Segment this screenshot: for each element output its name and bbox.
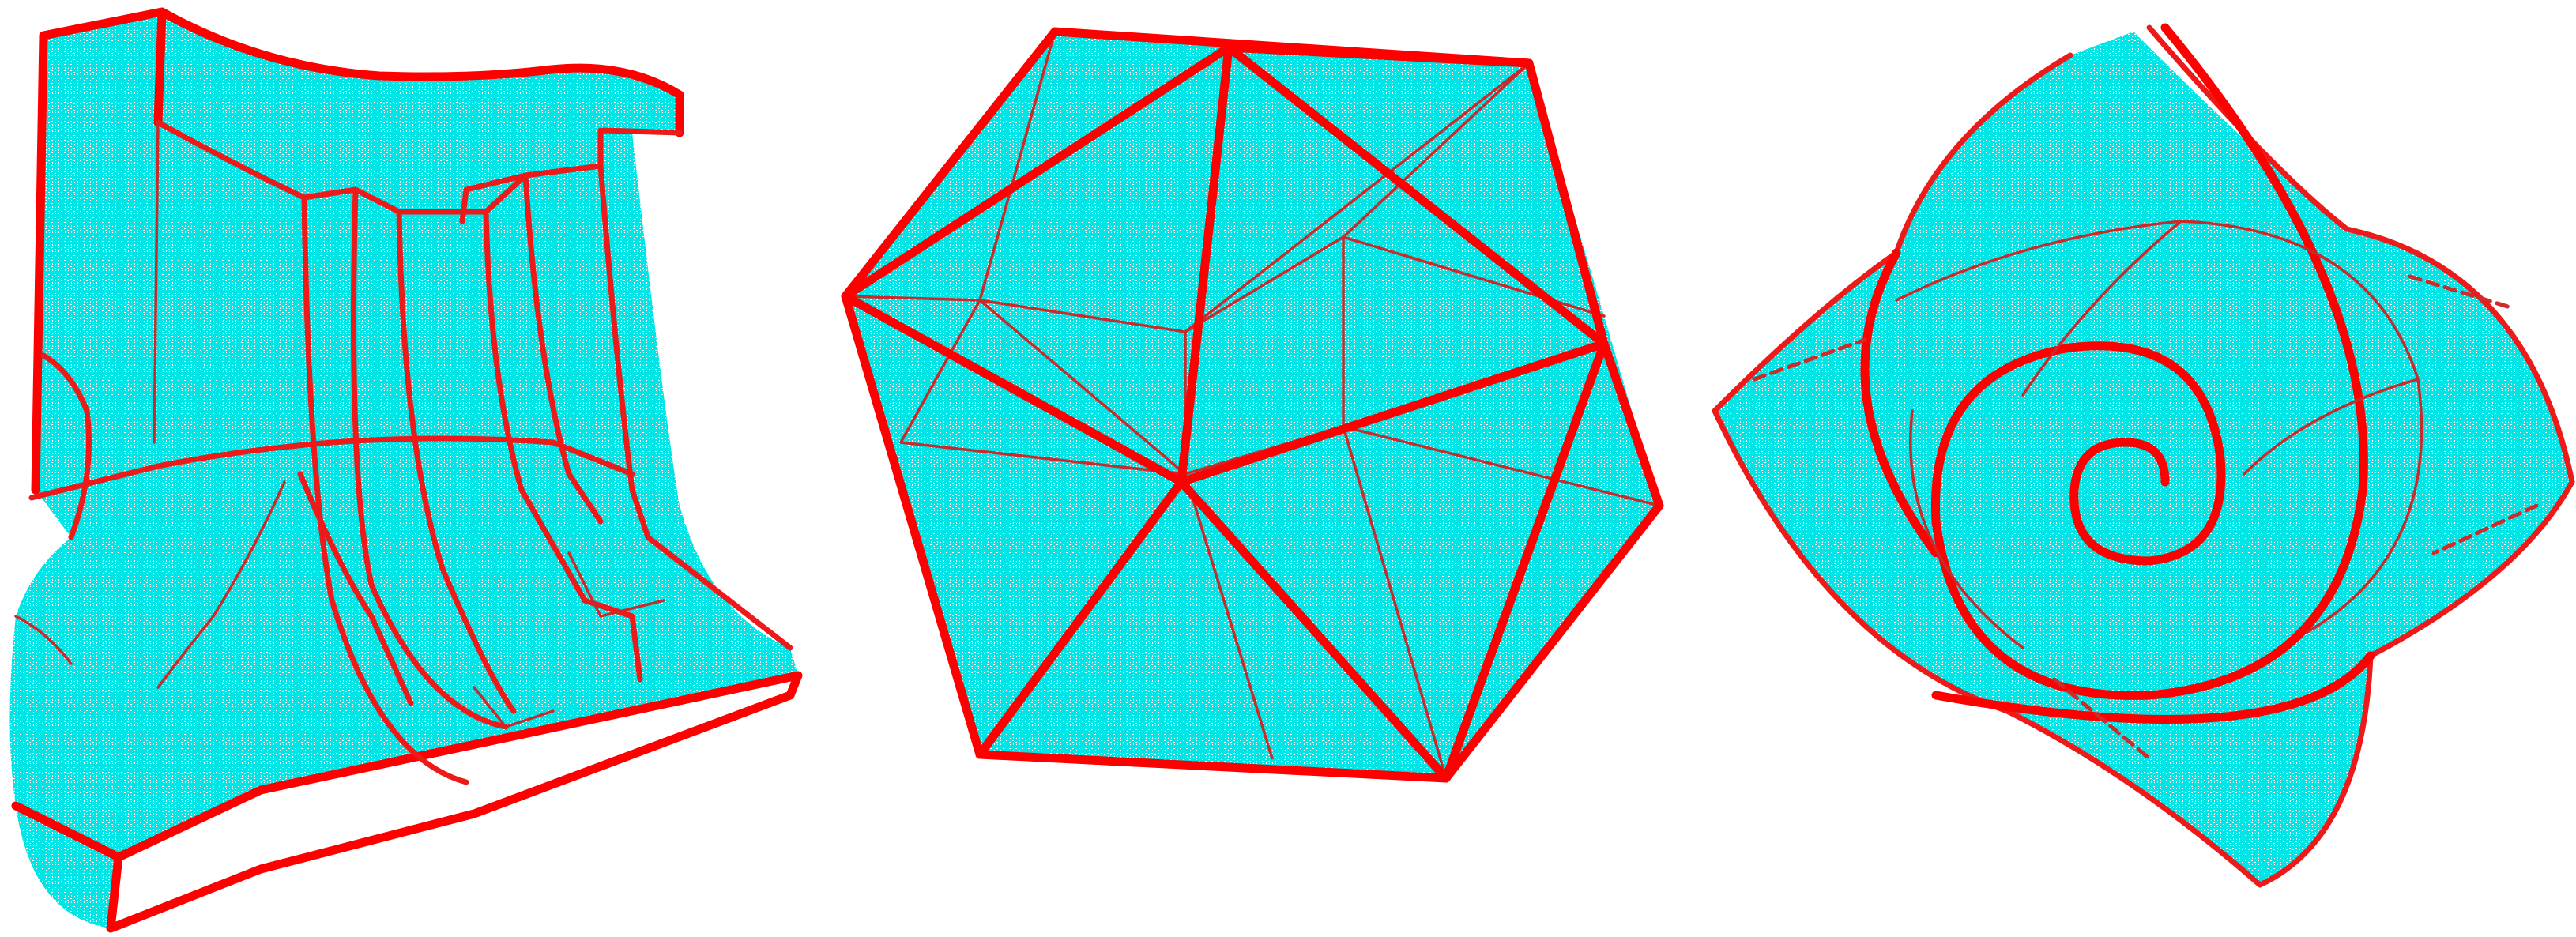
spiral-flower-contours [1895,220,2423,649]
spiral-flower-spiral [1860,23,2375,724]
mechanical-part-slot-lines [28,119,793,785]
spiral-flower-outline [1712,24,2575,888]
spiral-flower-dashed-edges [1752,274,2539,761]
icosahedron-icon [841,27,1664,783]
icosahedron-silhouette [841,27,1664,783]
icosahedron-surface [845,32,1659,778]
icosahedron-front-edges [841,43,1609,783]
spiral-flower-icon [1712,23,2575,888]
mechanical-part-contours [14,121,665,728]
spiral-flower-surface [1715,32,2572,885]
mechanical-part-outline [11,7,803,933]
mechanical-part-icon [9,7,803,933]
mechanical-part-surface [9,12,798,928]
